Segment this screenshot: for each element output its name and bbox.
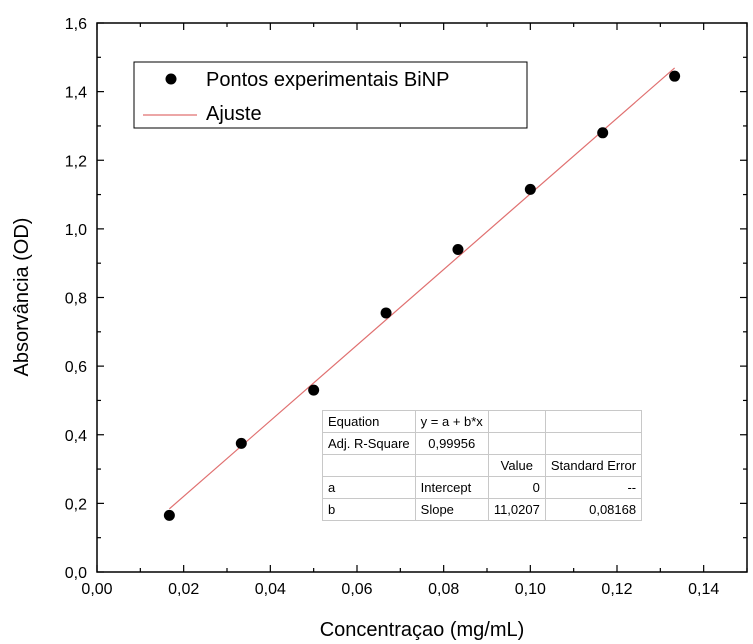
data-point bbox=[380, 307, 392, 319]
table-cell bbox=[487, 432, 546, 455]
data-point bbox=[452, 243, 464, 255]
y-tick-label: 1,0 bbox=[65, 222, 87, 239]
table-cell: Slope bbox=[414, 498, 489, 521]
x-tick-label: 0,12 bbox=[601, 581, 632, 598]
y-tick-label: 0,0 bbox=[65, 565, 87, 582]
table-row: a Intercept 0 -- bbox=[322, 476, 643, 499]
table-cell: Equation bbox=[322, 410, 416, 433]
y-tick-label: 0,6 bbox=[65, 359, 87, 376]
data-point bbox=[669, 70, 681, 82]
x-tick-labels: 0,00 0,02 0,04 0,06 0,08 0,10 0,12 0,14 bbox=[81, 581, 719, 598]
legend-label-points: Pontos experimentais BiNP bbox=[206, 69, 449, 91]
y-tick-label: 0,4 bbox=[65, 428, 87, 445]
table-row: Value Standard Error bbox=[322, 454, 643, 477]
axis-ticks bbox=[96, 22, 748, 573]
table-cell: b bbox=[322, 498, 416, 521]
table-cell: Standard Error bbox=[544, 454, 643, 477]
x-tick-label: 0,04 bbox=[255, 581, 286, 598]
legend-label-fit: Ajuste bbox=[206, 103, 262, 125]
y-tick-label: 0,2 bbox=[65, 496, 87, 513]
table-cell: 0 bbox=[487, 476, 546, 499]
table-cell: a bbox=[322, 476, 416, 499]
data-point bbox=[308, 384, 320, 396]
x-tick-label: 0,02 bbox=[168, 581, 199, 598]
y-tick-label: 0,8 bbox=[65, 291, 87, 308]
data-point bbox=[163, 509, 175, 521]
y-tick-label: 1,6 bbox=[65, 16, 87, 33]
legend-box bbox=[133, 61, 528, 129]
x-tick-label: 0,00 bbox=[81, 581, 112, 598]
legend-marker-points bbox=[165, 73, 177, 85]
table-cell: 11,0207 bbox=[487, 498, 546, 521]
table-cell: 0,08168 bbox=[544, 498, 643, 521]
table-row: Equation y = a + b*x bbox=[322, 410, 643, 433]
table-cell: Adj. R-Square bbox=[322, 432, 416, 455]
data-point bbox=[524, 183, 536, 195]
x-tick-label: 0,06 bbox=[341, 581, 372, 598]
table-cell bbox=[544, 432, 643, 455]
fit-results-table: Equation y = a + b*x Adj. R-Square 0,999… bbox=[322, 410, 643, 521]
table-row: Adj. R-Square 0,99956 bbox=[322, 432, 643, 455]
x-tick-label: 0,14 bbox=[688, 581, 719, 598]
table-cell: -- bbox=[544, 476, 643, 499]
table-cell: 0,99956 bbox=[414, 432, 489, 455]
y-tick-label: 1,2 bbox=[65, 153, 87, 170]
data-point bbox=[597, 127, 609, 139]
table-cell bbox=[414, 454, 489, 477]
table-cell bbox=[544, 410, 643, 433]
x-tick-label: 0,10 bbox=[515, 581, 546, 598]
legend: Pontos experimentais BiNP Ajuste bbox=[133, 61, 528, 129]
fit-line bbox=[168, 67, 676, 510]
table-cell bbox=[322, 454, 416, 477]
x-axis-title: Concentraçao (mg/mL) bbox=[320, 619, 525, 641]
x-tick-label: 0,08 bbox=[428, 581, 459, 598]
y-tick-label: 1,4 bbox=[65, 85, 87, 102]
table-cell bbox=[487, 410, 546, 433]
table-cell: y = a + b*x bbox=[414, 410, 489, 433]
table-row: b Slope 11,0207 0,08168 bbox=[322, 498, 643, 521]
data-points bbox=[163, 70, 681, 521]
table-cell: Intercept bbox=[414, 476, 489, 499]
y-axis-title: Absorvância (OD) bbox=[11, 218, 33, 377]
data-point bbox=[235, 437, 247, 449]
table-cell: Value bbox=[487, 454, 546, 477]
y-tick-labels: 0,0 0,2 0,4 0,6 0,8 1,0 1,2 1,4 1,6 bbox=[65, 16, 87, 582]
